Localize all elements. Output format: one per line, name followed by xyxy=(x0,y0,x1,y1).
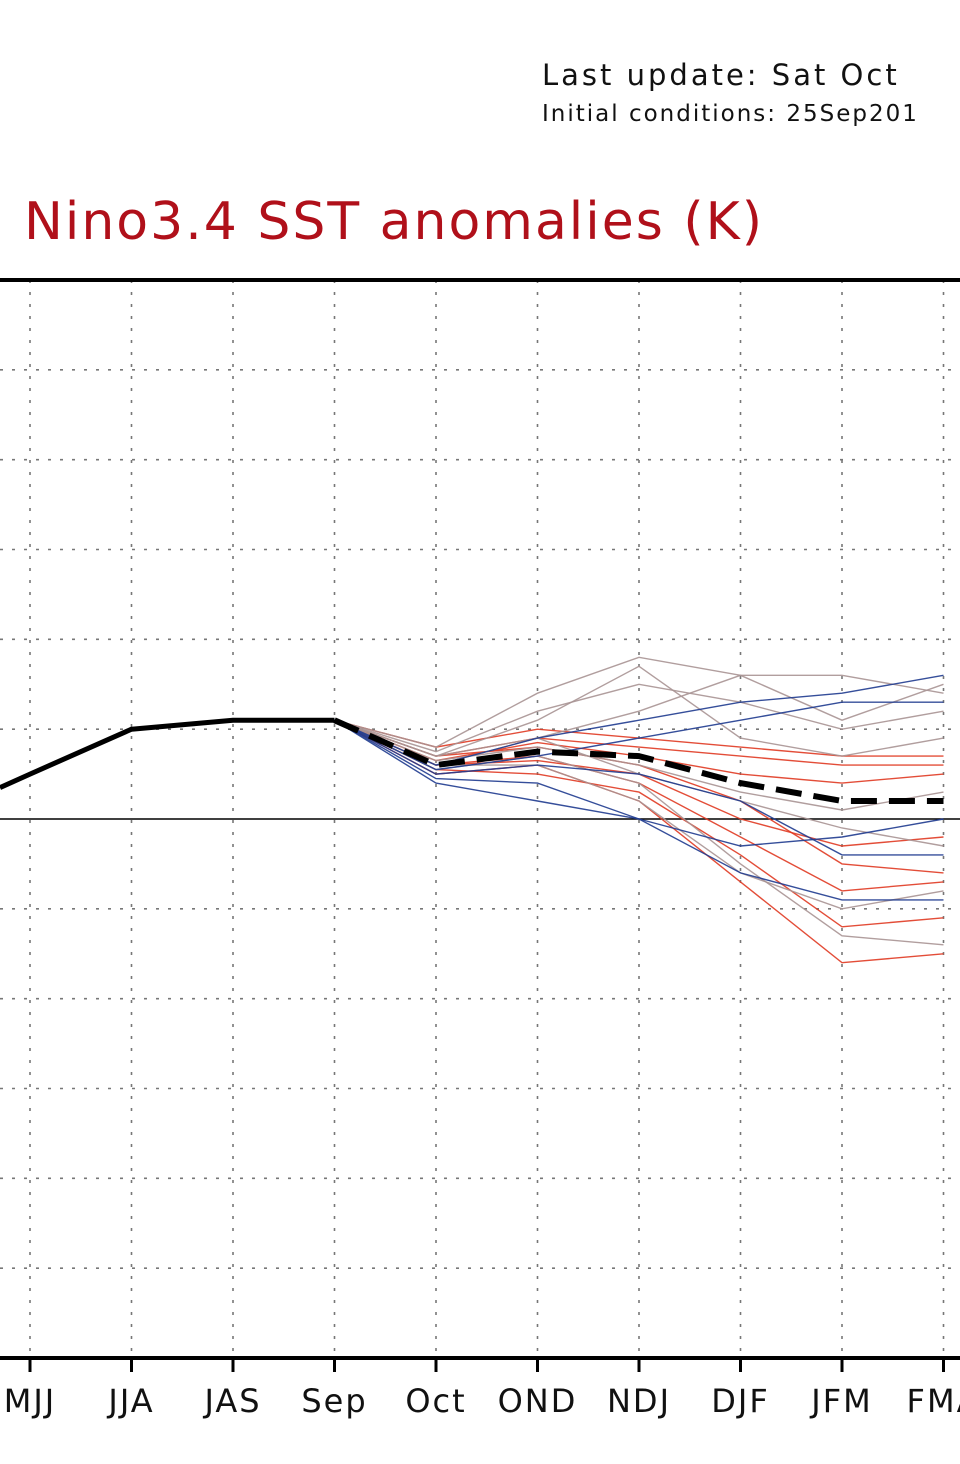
forecast-mean-line xyxy=(333,717,944,804)
x-ticks: MJJ JJA JAS Sep Oct OND NDJ DJF JFM FMA xyxy=(4,1358,960,1420)
grid-lines xyxy=(0,280,960,1358)
x-tick-label-ond: OND xyxy=(498,1382,578,1420)
ensemble-member-line-19 xyxy=(334,674,944,766)
initial-conditions-text: Initial conditions: 25Sep201 xyxy=(542,101,919,127)
x-tick-label-jfm: JFM xyxy=(809,1382,872,1420)
observed-line xyxy=(0,717,335,790)
x-tick-label-oct: Oct xyxy=(405,1382,466,1420)
ensemble-member-line-20 xyxy=(334,719,944,847)
ensemble-member-line-13 xyxy=(334,719,944,811)
x-tick-label-djf: DJF xyxy=(711,1382,769,1420)
x-tick-label-jas: JAS xyxy=(202,1382,261,1420)
main-lines xyxy=(0,717,944,804)
x-tick-label-fma: FMA xyxy=(907,1382,960,1420)
x-tick-label-ndj: NDJ xyxy=(607,1382,671,1420)
ensemble-member-line-21 xyxy=(334,701,944,771)
ensemble-member-line-7 xyxy=(334,719,944,928)
ensemble-member-line-9 xyxy=(334,656,944,748)
ensemble-member-line-18 xyxy=(334,719,944,856)
last-update-text: Last update: Sat Oct xyxy=(542,58,900,92)
x-tick-label-jja: JJA xyxy=(106,1382,154,1420)
x-tick-label-sep: Sep xyxy=(301,1382,367,1420)
chart-title: Nino3.4 SST anomalies (K) xyxy=(24,192,764,252)
x-tick-label-mjj: MJJ xyxy=(4,1382,56,1420)
ensemble-member-line-10 xyxy=(334,683,944,753)
plot-frame xyxy=(0,278,960,1360)
